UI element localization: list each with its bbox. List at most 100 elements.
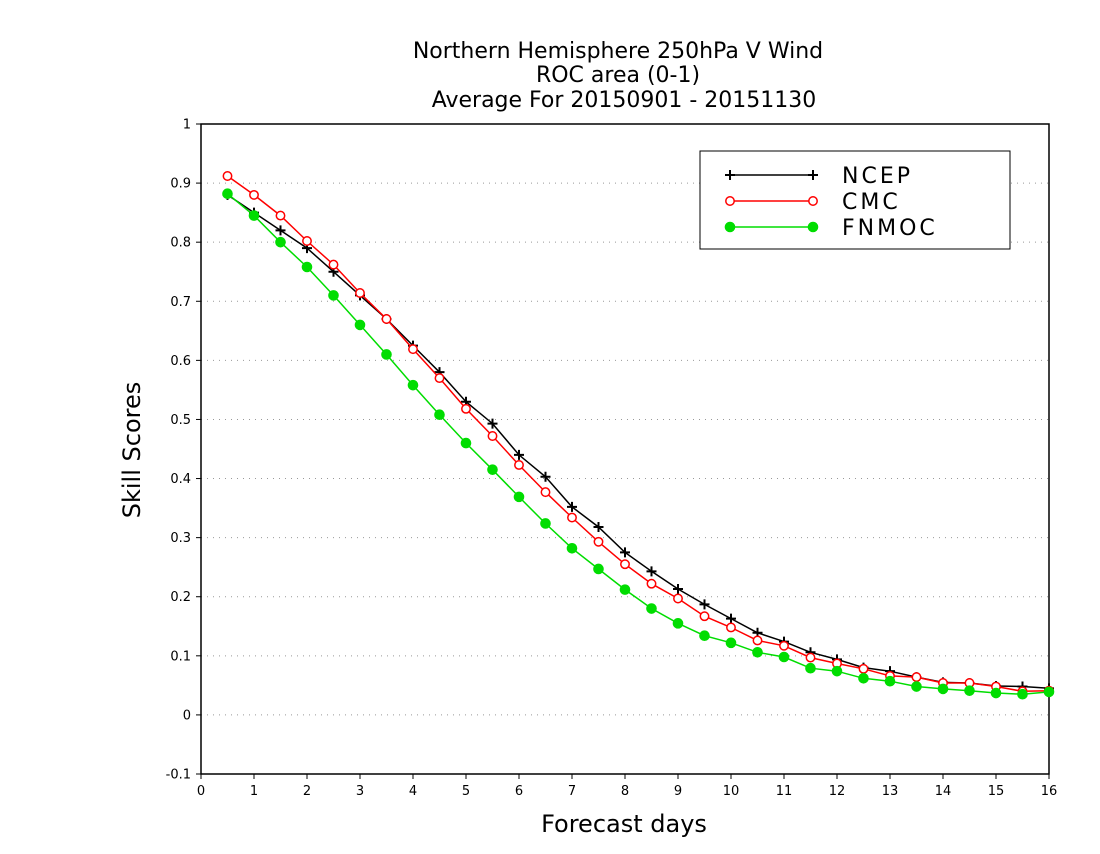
x-tick-label: 7 (568, 784, 576, 799)
data-point-fnmoc (328, 290, 339, 301)
y-tick-label: 0.8 (170, 236, 191, 251)
data-point-ncep (726, 613, 736, 624)
data-point-cmc (858, 663, 869, 674)
series-line-cmc (227, 175, 1050, 693)
x-tick-label: 3 (356, 784, 364, 799)
data-point-fnmoc (381, 349, 392, 360)
data-point-cmc (726, 622, 736, 633)
data-point-fnmoc (672, 618, 684, 629)
data-point-fnmoc (990, 687, 1002, 699)
data-point-cmc (328, 259, 339, 270)
data-point-fnmoc (354, 319, 366, 331)
data-point-fnmoc (911, 681, 922, 692)
data-point-cmc (461, 403, 471, 414)
data-point-fnmoc (513, 491, 525, 503)
data-point-cmc (222, 171, 233, 181)
x-tick-label: 6 (515, 784, 523, 799)
data-point-fnmoc (831, 665, 843, 677)
data-point-fnmoc (407, 379, 419, 391)
y-tick-label: 0 (183, 708, 191, 723)
data-point-ncep (487, 418, 498, 429)
series-line-fnmoc (227, 193, 1050, 695)
data-point-fnmoc (937, 683, 949, 695)
data-point-fnmoc (487, 464, 498, 475)
data-point-ncep (673, 584, 683, 595)
chart-title-line-2: ROC area (0-1) (536, 63, 700, 88)
data-point-fnmoc (593, 563, 604, 575)
data-point-cmc (381, 314, 392, 324)
data-point-cmc (752, 635, 763, 646)
chart-title: Northern Hemisphere 250hPa V Wind ROC ar… (413, 39, 823, 113)
y-tick-label: -0.1 (166, 768, 191, 783)
series-line-ncep (227, 194, 1050, 690)
y-tick-label: 1 (183, 118, 191, 133)
x-axis-title: Forecast days (541, 810, 707, 838)
data-point-fnmoc (858, 672, 869, 684)
y-tick-label: 0.5 (170, 413, 191, 428)
data-point-fnmoc (434, 409, 445, 421)
x-tick-label: 2 (303, 784, 311, 799)
data-series (222, 171, 1055, 700)
data-point-cmc (911, 672, 922, 683)
data-point-ncep (699, 599, 710, 610)
data-point-cmc (567, 512, 577, 523)
legend-marker-ncep (808, 170, 818, 180)
legend-label-ncep: NCEP (842, 164, 913, 189)
data-point-cmc (673, 593, 683, 604)
data-point-cmc (699, 611, 710, 622)
data-point-fnmoc (301, 261, 313, 273)
data-point-fnmoc (222, 188, 233, 200)
data-point-fnmoc (619, 584, 631, 595)
data-point-fnmoc (964, 685, 975, 696)
data-point-ncep (646, 566, 657, 577)
legend-label-fnmoc: FNMOC (842, 216, 938, 241)
gridlines (201, 182, 1049, 716)
y-axis-title: Skill Scores (118, 382, 146, 519)
data-point-fnmoc (275, 236, 286, 248)
y-tick-label: 0.6 (170, 354, 191, 369)
x-tick-label: 12 (829, 784, 846, 799)
legend-marker-cmc (808, 196, 818, 206)
x-tick-label: 15 (988, 784, 1005, 799)
data-point-fnmoc (248, 210, 260, 221)
legend-entry-ncep: NCEP (725, 164, 913, 189)
data-point-cmc (514, 460, 524, 470)
data-point-cmc (434, 373, 445, 384)
data-point-fnmoc (884, 675, 896, 687)
legend-entry-cmc: CMC (725, 190, 898, 215)
data-point-ncep (275, 225, 286, 236)
data-point-cmc (620, 559, 630, 570)
series-ncep (222, 189, 1054, 694)
data-point-fnmoc (805, 662, 816, 674)
y-tick-label: 0.4 (170, 472, 191, 487)
legend-marker-cmc (725, 196, 735, 206)
series-fnmoc (222, 188, 1055, 700)
data-point-ncep (593, 522, 604, 532)
x-tick-label: 0 (197, 784, 205, 799)
data-point-cmc (646, 578, 657, 589)
data-point-cmc (408, 344, 418, 355)
data-point-cmc (355, 288, 365, 298)
x-tick-label: 14 (935, 784, 952, 799)
data-point-fnmoc (699, 630, 710, 642)
x-tick-label: 1 (250, 784, 258, 799)
x-tick-label: 9 (674, 784, 682, 799)
data-point-cmc (275, 210, 286, 221)
data-point-fnmoc (1043, 686, 1055, 698)
data-point-cmc (593, 536, 604, 547)
x-tick-label: 5 (462, 784, 470, 799)
data-point-fnmoc (646, 603, 657, 614)
axes: -0.100.10.20.30.40.50.60.70.80.910 1 2 3 4 5 6… (166, 118, 1058, 800)
data-point-fnmoc (566, 542, 578, 554)
y-tick-label: 0.3 (170, 531, 191, 546)
y-tick-label: 0.7 (170, 295, 191, 310)
data-point-fnmoc (540, 518, 551, 529)
x-tick-label: 10 (723, 784, 740, 799)
data-point-fnmoc (725, 637, 737, 649)
y-tick-label: 0.9 (170, 177, 191, 192)
legend-box (699, 150, 1011, 250)
data-point-cmc (805, 652, 816, 663)
